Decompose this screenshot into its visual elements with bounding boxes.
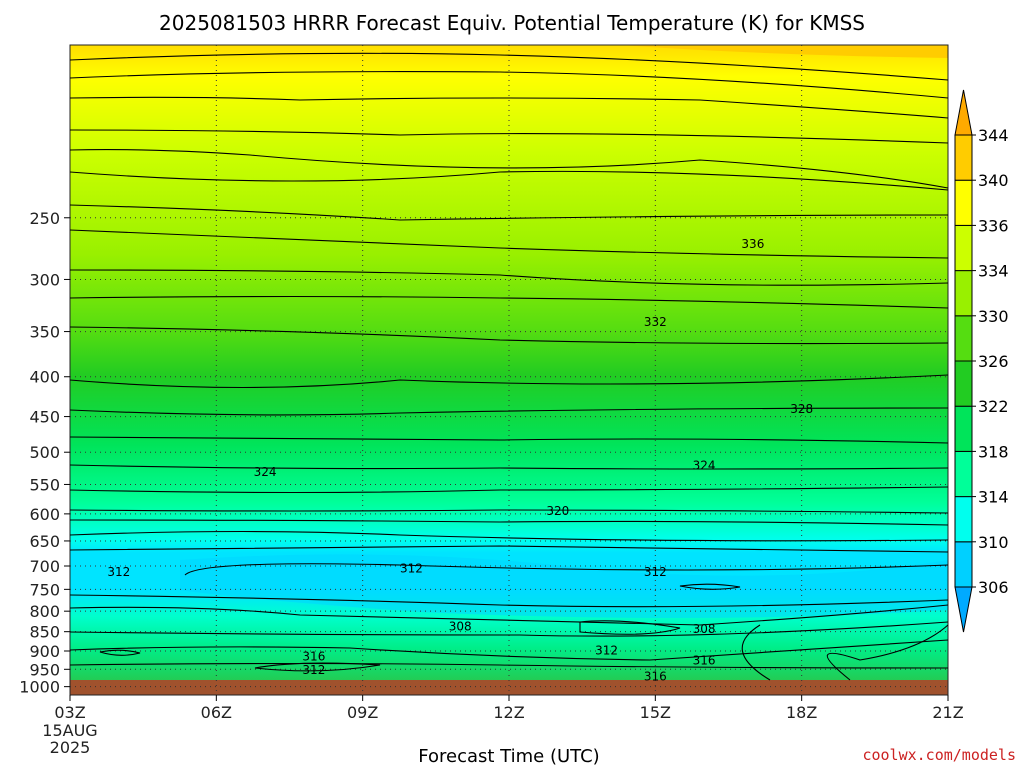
colorbar-upper-arrow [954, 89, 973, 136]
x-tick-label: 21Z [932, 703, 963, 722]
contour-label-text: 336 [741, 237, 764, 251]
colorbar-segment [954, 541, 973, 588]
colorbar-label: 340 [978, 171, 1009, 190]
contour-label-text: 312 [107, 565, 130, 579]
colorbar-segment [954, 315, 973, 362]
field-patch-308 [180, 554, 948, 619]
contour-label: 312 [644, 565, 667, 579]
terrain-strip [70, 680, 948, 695]
contour-lines [69, 52, 949, 681]
colorbar-lower-arrow [954, 586, 973, 633]
colorbar-segment [954, 224, 973, 272]
contour-label-text: 312 [644, 565, 667, 579]
y-tick-label: 1000 [19, 678, 60, 697]
contour-label: 324 [254, 465, 277, 479]
colorbar-label: 334 [978, 262, 1009, 281]
contour-label: 312 [400, 561, 423, 575]
contour-label: 312 [302, 663, 325, 677]
x-tick-label: 06Z [201, 703, 232, 722]
y-tick-label: 750 [29, 580, 60, 599]
field-patch-344 [620, 45, 948, 58]
colorbar-segment [954, 270, 973, 317]
y-tick-label: 450 [29, 408, 60, 427]
contour-label-text: 312 [595, 643, 618, 657]
y-tick-label: 900 [29, 642, 60, 661]
y-tick-label: 500 [29, 443, 60, 462]
contour-label-text: 312 [302, 663, 325, 677]
y-tick-label: 700 [29, 557, 60, 576]
colorbar-label: 330 [978, 307, 1009, 326]
colorbar-label: 322 [978, 397, 1009, 416]
contour-label: 328 [790, 402, 813, 416]
y-tick-label: 350 [29, 323, 60, 342]
y-axis: 2503003504004505005506006507007508008509… [19, 209, 70, 697]
y-tick-label: 300 [29, 270, 60, 289]
contour-label-text: 308 [693, 622, 716, 636]
y-tick-label: 600 [29, 505, 60, 524]
x-tick-date-label: 15AUG [42, 721, 97, 740]
contour-label-text: 324 [693, 458, 716, 472]
x-tick-date-label: 2025 [50, 738, 91, 757]
credit-link[interactable]: coolwx.com/models [862, 746, 1016, 764]
y-tick-label: 950 [29, 660, 60, 679]
contour-label: 316 [644, 669, 667, 683]
contour-label: 316 [693, 653, 716, 667]
contour-label-text: 316 [302, 650, 325, 664]
grid-lines [70, 45, 948, 695]
colorbar-segment [954, 496, 973, 543]
colorbar-label: 310 [978, 533, 1009, 552]
y-tick-label: 850 [29, 623, 60, 642]
y-tick-label: 650 [29, 532, 60, 551]
colorbar-segment [954, 405, 973, 452]
x-tick-label: 09Z [347, 703, 378, 722]
colorbar-label: 344 [978, 126, 1009, 145]
colorbar-label: 314 [978, 488, 1009, 507]
contour-label-text: 332 [644, 315, 667, 329]
colorbar-label: 336 [978, 216, 1009, 235]
x-tick-label: 18Z [786, 703, 817, 722]
contour-label: 336 [741, 237, 764, 251]
y-tick-label: 250 [29, 209, 60, 228]
colorbar-label: 318 [978, 442, 1009, 461]
contour-label: 324 [693, 458, 716, 472]
colorbar-segment [954, 179, 973, 226]
contour-label: 332 [644, 315, 667, 329]
x-axis-label: Forecast Time (UTC) [418, 746, 599, 767]
colorbar-segment [954, 450, 973, 498]
contour-label-text: 316 [644, 669, 667, 683]
contour-label-text: 324 [254, 465, 277, 479]
y-tick-label: 800 [29, 602, 60, 621]
colorbar-segment [954, 134, 973, 181]
contour-label: 312 [107, 565, 130, 579]
x-tick-label: 03Z [54, 703, 85, 722]
contour-label-text: 320 [546, 504, 569, 518]
contour-label-text: 312 [400, 561, 423, 575]
contour-label-text: 328 [790, 402, 813, 416]
x-tick-label: 15Z [640, 703, 671, 722]
contour-label-text: 316 [693, 653, 716, 667]
y-tick-label: 550 [29, 475, 60, 494]
contour-label: 308 [449, 619, 472, 633]
contour-label: 320 [546, 504, 569, 518]
contour-label-text: 308 [449, 619, 472, 633]
colorbar-label: 306 [978, 578, 1009, 597]
contour-label: 308 [693, 622, 716, 636]
chart-title: 2025081503 HRRR Forecast Equiv. Potentia… [159, 11, 865, 35]
colorbar-segment [954, 360, 973, 407]
colorbar: 306 310 314 318 322 326 330 334 336 340 344 [954, 89, 1009, 633]
colorbar-label: 326 [978, 352, 1009, 371]
contour-label: 312 [595, 643, 618, 657]
contour-label: 316 [302, 650, 325, 664]
y-tick-label: 400 [29, 368, 60, 387]
x-tick-label: 12Z [493, 703, 524, 722]
